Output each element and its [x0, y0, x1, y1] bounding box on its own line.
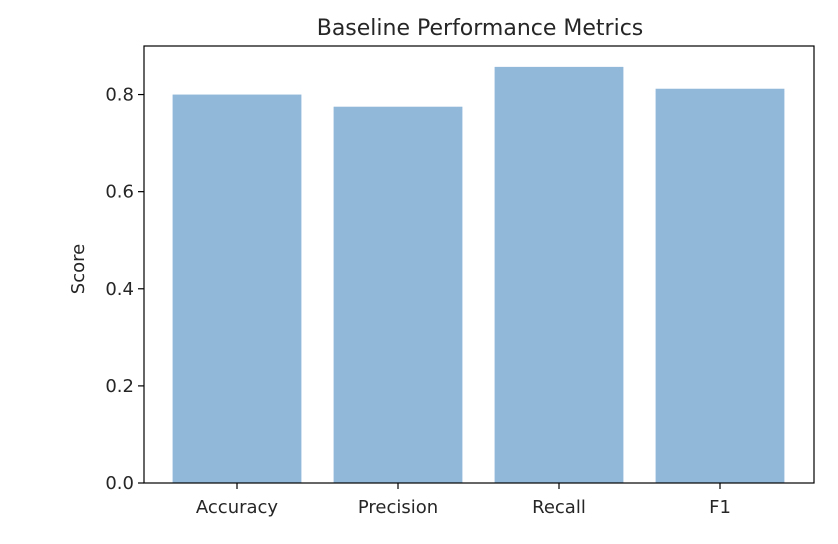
x-tick-label-accuracy: Accuracy [196, 497, 279, 518]
y-tick-label: 0.2 [105, 376, 134, 397]
x-tick-label-recall: Recall [532, 497, 586, 518]
y-tick-label: 0.6 [105, 182, 134, 203]
y-tick-label: 0.8 [105, 85, 134, 106]
x-axis: Accuracy Precision Recall F1 [196, 483, 731, 518]
bar-recall [494, 66, 624, 483]
y-axis-label: Score [68, 244, 89, 294]
y-tick-label: 0.0 [105, 473, 134, 494]
bar-accuracy [172, 94, 302, 484]
plot-frame [143, 45, 815, 484]
x-tick-label-f1: F1 [709, 497, 731, 518]
bar-f1 [655, 88, 785, 484]
bar-precision [333, 106, 463, 483]
x-tick-label-precision: Precision [358, 497, 438, 518]
y-tick-label: 0.4 [105, 279, 134, 300]
chart-title: Baseline Performance Metrics [317, 16, 644, 41]
bars-group [172, 66, 785, 484]
y-axis: 0.0 0.2 0.4 0.6 0.8 [105, 85, 144, 494]
